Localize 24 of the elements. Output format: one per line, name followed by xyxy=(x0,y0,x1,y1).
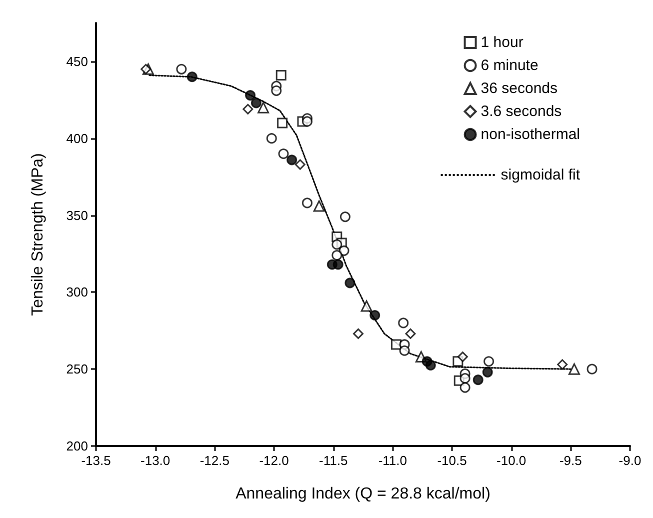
x-tick-label: -11.0 xyxy=(378,453,408,468)
legend-label: non-isothermal xyxy=(480,126,580,143)
x-tick-label: -10.5 xyxy=(437,453,467,468)
x-tick-label: -13.5 xyxy=(81,453,111,468)
x-tick-label: -11.5 xyxy=(318,453,348,468)
legend-label: 6 minute xyxy=(480,57,538,74)
y-tick-label: 350 xyxy=(66,208,88,223)
legend-label: 36 seconds xyxy=(480,80,558,97)
y-axis-title: Tensile Strength (MPa) xyxy=(30,153,46,316)
x-tick-label: -9.5 xyxy=(559,453,582,468)
y-tick-label: 200 xyxy=(66,438,88,454)
x-tick-label: -12.5 xyxy=(200,453,230,468)
legend-label: 1 hour xyxy=(480,34,524,51)
x-tick-label: -10.0 xyxy=(496,453,526,468)
x-tick-label: -12.0 xyxy=(259,453,289,468)
y-tick-label: 450 xyxy=(66,54,88,69)
x-axis-title: Annealing Index (Q = 28.8 kcal/mol) xyxy=(236,486,490,502)
y-tick-label: 300 xyxy=(66,284,88,300)
y-tick-label: 250 xyxy=(66,362,88,377)
x-tick-label: -13.0 xyxy=(140,453,170,468)
legend-label: sigmoidal fit xyxy=(500,166,581,184)
x-tick-label: -9.0 xyxy=(618,453,642,468)
legend-label: 3.6 seconds xyxy=(480,103,562,120)
y-tick-label: 400 xyxy=(66,130,88,146)
